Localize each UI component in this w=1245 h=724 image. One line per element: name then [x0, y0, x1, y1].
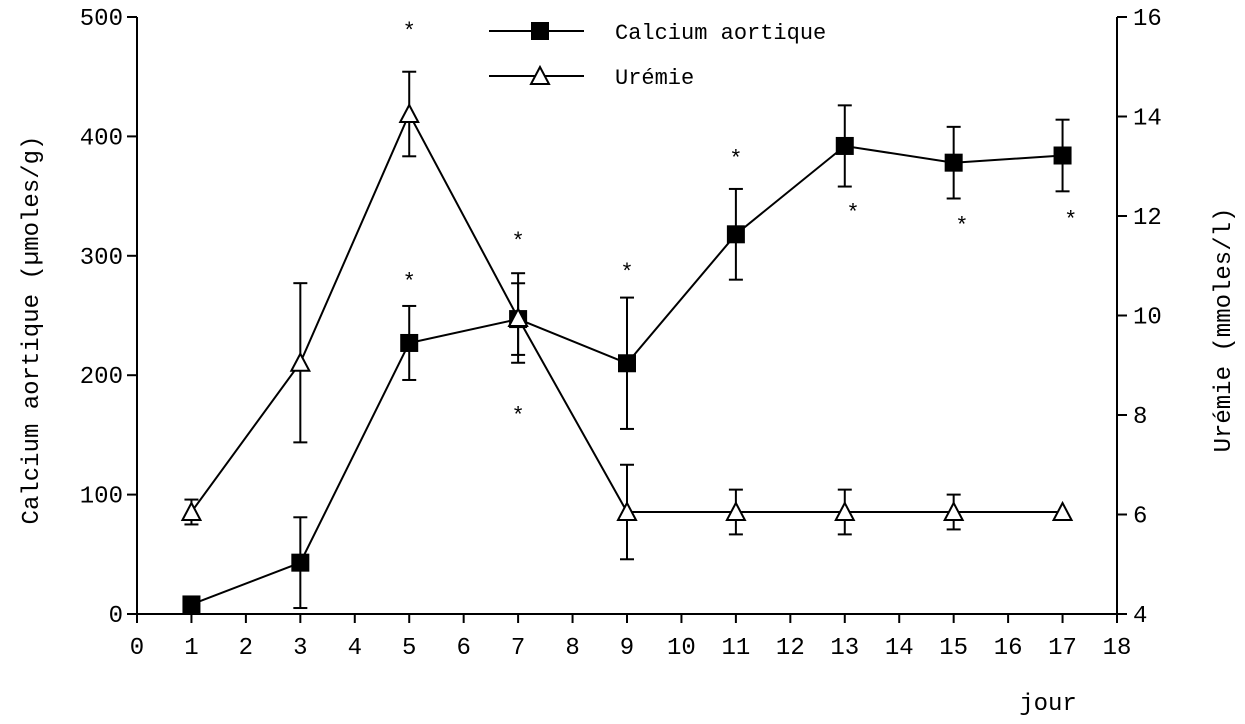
significance-star: *: [955, 214, 968, 239]
y-right-tick-label: 8: [1133, 404, 1147, 431]
uremie-point-marker: [616, 500, 638, 522]
x-tick-label: 3: [293, 635, 307, 662]
calcium-point-marker: [182, 595, 201, 614]
y-right-axis-title: Urémie (mmoles/l): [1211, 208, 1238, 453]
uremie-point-marker: [834, 500, 856, 522]
y-left-tick-label: 500: [80, 6, 123, 33]
x-tick-label: 7: [511, 635, 525, 662]
x-tick-label: 12: [776, 635, 805, 662]
x-ticks: 0 1 2 3 4 5 6 7 8 9 10 11 12 13 14 15 16 17 18: [130, 614, 1132, 662]
y-left-ticks: 0 100 200 300 400 500: [80, 6, 137, 630]
uremie-point-marker: [180, 500, 203, 522]
legend-label-uremie: Urémie: [615, 66, 694, 91]
y-left-axis-title: Calcium aortique (µmoles/g): [19, 136, 46, 525]
y-right-tick-label: 14: [1133, 106, 1162, 133]
x-tick-label: 1: [184, 635, 198, 662]
x-tick-label: 9: [620, 635, 634, 662]
legend-item-calcium: Calcium aortique: [489, 21, 826, 46]
x-tick-label: 18: [1103, 635, 1132, 662]
calcium-point-marker: [291, 553, 310, 572]
calcium-point-marker: [618, 354, 636, 373]
calcium-point-marker: [1053, 146, 1072, 165]
uremie-point-marker: [398, 102, 420, 124]
significance-annotations: * * * * * * * * *: [403, 19, 1078, 428]
uremie-point-marker: [507, 306, 529, 327]
calcium-point-marker: [726, 225, 745, 244]
calcium-point-marker: [400, 333, 419, 352]
legend-label-calcium: Calcium aortique: [615, 21, 826, 46]
legend-triangle-marker: [529, 64, 551, 85]
x-tick-label: 11: [721, 635, 750, 662]
x-tick-label: 16: [994, 635, 1023, 662]
legend-square-marker: [531, 22, 549, 40]
x-axis-title: jour: [1019, 691, 1077, 718]
y-right-tick-label: 10: [1133, 305, 1162, 332]
y-right-tick-label: 12: [1133, 205, 1162, 232]
significance-star: *: [512, 230, 525, 255]
significance-star: *: [729, 147, 742, 172]
calcium-point-marker: [944, 153, 963, 172]
x-tick-label: 17: [1048, 635, 1077, 662]
uremie-point-marker: [943, 500, 965, 522]
x-tick-label: 2: [239, 635, 253, 662]
y-left-tick-label: 200: [80, 364, 123, 391]
y-left-tick-label: 400: [80, 125, 123, 152]
uremie-point-marker: [725, 500, 747, 522]
y-right-ticks: 4 6 8 10 12 14 16: [1117, 6, 1162, 630]
legend: Calcium aortique Urémie: [489, 21, 826, 91]
x-tick-label: 15: [939, 635, 968, 662]
significance-star: *: [846, 201, 859, 226]
significance-star: *: [403, 19, 416, 44]
x-tick-label: 5: [402, 635, 416, 662]
y-left-tick-label: 0: [109, 603, 123, 630]
calcium-point-marker: [835, 136, 854, 155]
y-right-tick-label: 6: [1133, 504, 1147, 531]
significance-star: *: [403, 270, 416, 295]
y-left-tick-label: 100: [80, 484, 123, 511]
uremie-point-marker: [1051, 500, 1074, 522]
series-layer: [180, 70, 1074, 614]
y-right-tick-label: 4: [1133, 603, 1147, 630]
uremie-point-marker: [289, 351, 311, 372]
x-tick-label: 10: [667, 635, 696, 662]
significance-star: *: [620, 261, 633, 286]
x-tick-label: 0: [130, 635, 144, 662]
y-left-tick-label: 300: [80, 245, 123, 272]
x-tick-label: 4: [348, 635, 362, 662]
x-tick-label: 6: [456, 635, 470, 662]
x-tick-label: 8: [565, 635, 579, 662]
x-tick-label: 13: [830, 635, 859, 662]
x-tick-label: 14: [885, 635, 914, 662]
significance-star: *: [1064, 208, 1077, 233]
y-right-tick-label: 16: [1133, 6, 1162, 33]
legend-item-uremie: Urémie: [489, 64, 694, 91]
significance-star: *: [512, 404, 525, 429]
